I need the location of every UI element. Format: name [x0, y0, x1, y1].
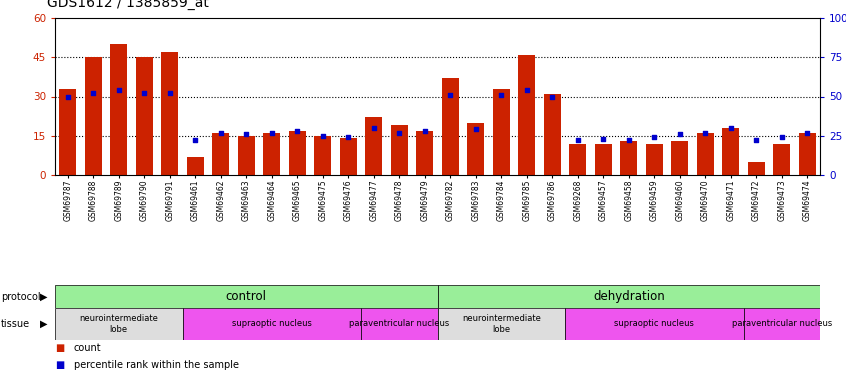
- Bar: [744, 308, 820, 340]
- Point: [469, 126, 482, 132]
- Bar: [111, 44, 127, 175]
- Bar: [162, 52, 178, 175]
- Point: [239, 131, 253, 137]
- Bar: [315, 136, 331, 175]
- Bar: [136, 57, 152, 175]
- Text: supraoptic nucleus: supraoptic nucleus: [232, 320, 311, 328]
- Point: [443, 92, 457, 98]
- Point: [724, 125, 738, 131]
- Bar: [238, 136, 255, 175]
- Bar: [519, 55, 535, 175]
- Point: [163, 90, 177, 96]
- Text: neurointermediate
lobe: neurointermediate lobe: [80, 314, 158, 334]
- Bar: [672, 141, 688, 175]
- Point: [61, 93, 74, 99]
- Bar: [437, 285, 820, 308]
- Bar: [620, 141, 637, 175]
- Point: [86, 90, 100, 96]
- Bar: [212, 133, 229, 175]
- Bar: [416, 130, 433, 175]
- Point: [189, 138, 202, 144]
- Point: [673, 131, 686, 137]
- Bar: [187, 157, 204, 175]
- Point: [775, 134, 788, 140]
- Bar: [697, 133, 713, 175]
- Text: supraoptic nucleus: supraoptic nucleus: [614, 320, 695, 328]
- Point: [622, 138, 635, 144]
- Text: ▶: ▶: [40, 319, 47, 329]
- Bar: [55, 308, 183, 340]
- Point: [800, 130, 814, 136]
- Bar: [493, 88, 509, 175]
- Bar: [59, 88, 76, 175]
- Bar: [565, 308, 744, 340]
- Bar: [183, 308, 361, 340]
- Text: percentile rank within the sample: percentile rank within the sample: [74, 360, 239, 370]
- Bar: [468, 123, 484, 175]
- Text: control: control: [226, 290, 266, 303]
- Point: [393, 130, 406, 136]
- Text: paraventricular nucleus: paraventricular nucleus: [732, 320, 832, 328]
- Point: [571, 138, 585, 144]
- Text: protocol: protocol: [1, 291, 41, 302]
- Bar: [442, 78, 459, 175]
- Point: [750, 138, 763, 144]
- Point: [290, 128, 304, 134]
- Text: ▶: ▶: [40, 291, 47, 302]
- Bar: [85, 57, 102, 175]
- Bar: [361, 308, 437, 340]
- Bar: [646, 144, 662, 175]
- Point: [546, 93, 559, 99]
- Text: neurointermediate
lobe: neurointermediate lobe: [462, 314, 541, 334]
- Text: ■: ■: [55, 360, 64, 370]
- Bar: [263, 133, 280, 175]
- Text: GDS1612 / 1385859_at: GDS1612 / 1385859_at: [47, 0, 208, 10]
- Point: [699, 130, 712, 136]
- Text: tissue: tissue: [1, 319, 30, 329]
- Point: [494, 92, 508, 98]
- Point: [138, 90, 151, 96]
- Point: [316, 133, 330, 139]
- Bar: [773, 144, 790, 175]
- Text: count: count: [74, 343, 102, 353]
- Point: [265, 130, 278, 136]
- Point: [596, 136, 610, 142]
- Bar: [437, 308, 565, 340]
- Bar: [595, 144, 612, 175]
- Text: paraventricular nucleus: paraventricular nucleus: [349, 320, 449, 328]
- Bar: [569, 144, 586, 175]
- Bar: [289, 130, 305, 175]
- Point: [418, 128, 431, 134]
- Bar: [544, 94, 561, 175]
- Bar: [748, 162, 765, 175]
- Bar: [391, 125, 408, 175]
- Point: [112, 87, 125, 93]
- Point: [342, 134, 355, 140]
- Bar: [340, 138, 356, 175]
- Point: [647, 134, 661, 140]
- Bar: [365, 117, 382, 175]
- Point: [520, 87, 534, 93]
- Bar: [55, 285, 437, 308]
- Bar: [799, 133, 816, 175]
- Text: ■: ■: [55, 343, 64, 353]
- Bar: [722, 128, 739, 175]
- Point: [367, 125, 381, 131]
- Point: [214, 130, 228, 136]
- Text: dehydration: dehydration: [593, 290, 665, 303]
